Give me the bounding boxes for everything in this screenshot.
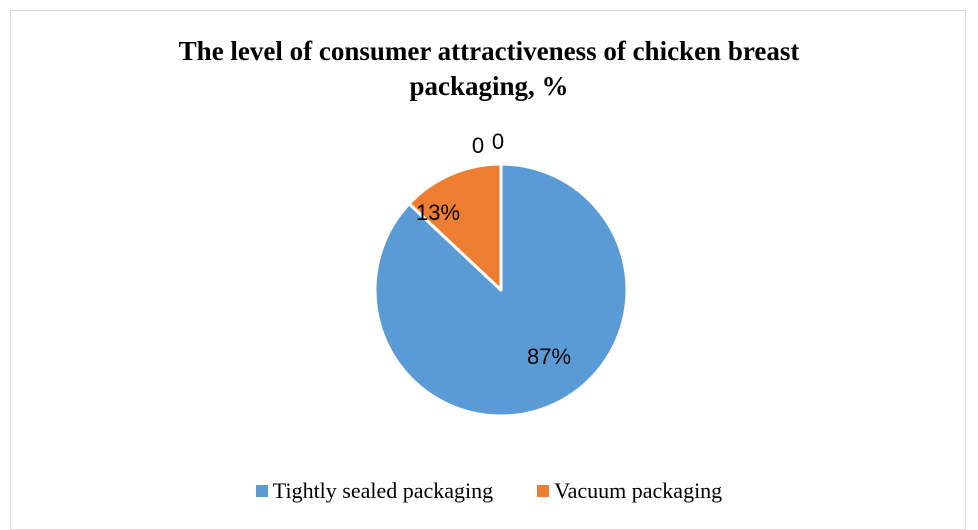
data-label-zero-1: 0	[472, 133, 484, 158]
legend-label-vacuum: Vacuum packaging	[554, 478, 723, 503]
pie-slice-tightly-sealed	[373, 162, 629, 418]
data-label-zero-2: 0	[492, 129, 504, 154]
legend-swatch-vacuum	[537, 485, 550, 497]
legend-item-tightly-sealed: Tightly sealed packaging	[255, 478, 494, 504]
legend-label-tightly-sealed: Tightly sealed packaging	[272, 478, 494, 503]
pie-chart: 87% 13% 0 0	[373, 129, 629, 418]
legend-item-vacuum: Vacuum packaging	[537, 478, 722, 504]
chart-title: The level of consumer attractiveness of …	[0, 34, 978, 104]
data-label-tightly-sealed: 87%	[527, 344, 571, 369]
pie-slices	[373, 162, 629, 418]
pie-slice-vacuum	[407, 162, 503, 292]
legend-swatch-tightly-sealed	[255, 485, 268, 497]
chart-title-line-1: The level of consumer attractiveness of …	[178, 36, 800, 66]
chart-title-line-2: packaging, %	[409, 71, 569, 101]
legend: Tightly sealed packaging Vacuum packagin…	[0, 478, 978, 504]
data-label-vacuum: 13%	[416, 200, 460, 225]
pie-labels: 87% 13% 0 0	[416, 129, 571, 369]
